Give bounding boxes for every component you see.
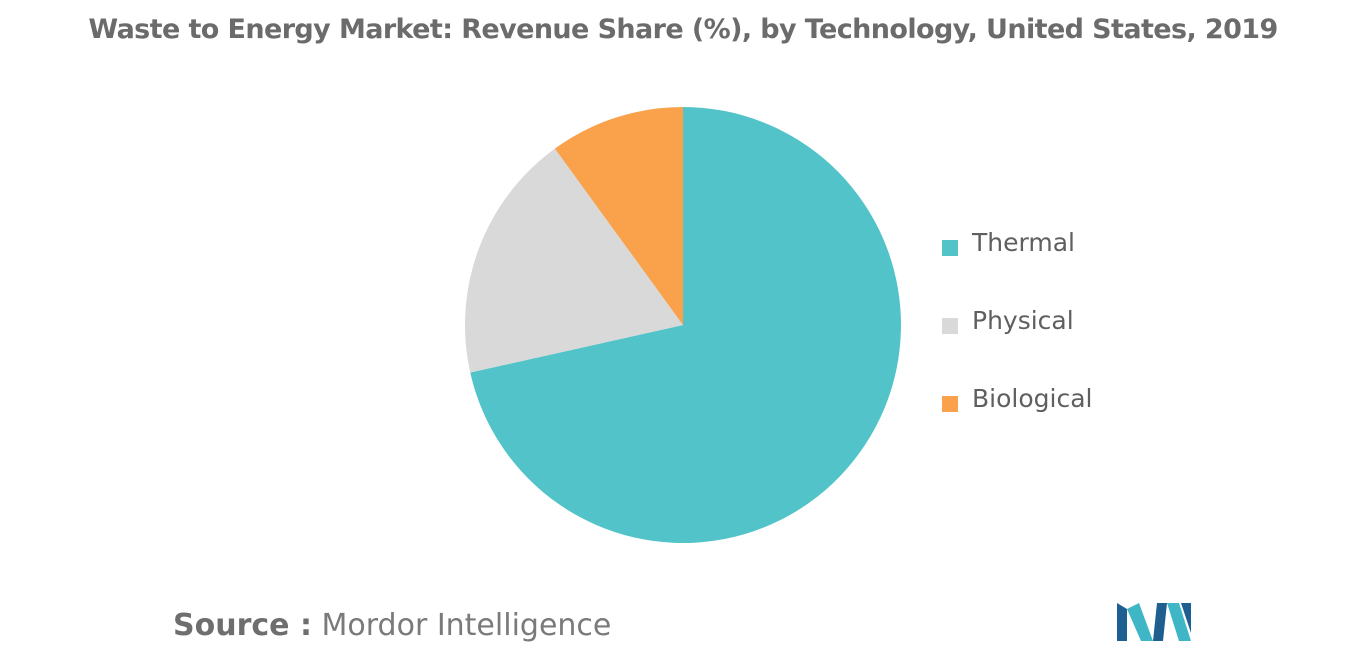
- pie-slice-thermal: [470, 107, 901, 544]
- pie-slice-physical: [464, 148, 683, 373]
- logo-shape-left: [1117, 603, 1127, 641]
- legend-label-biological: Biological: [972, 384, 1093, 413]
- pie-slice-biological: [554, 107, 683, 325]
- legend-swatch-physical: [942, 318, 958, 334]
- source-note: Source : Mordor Intelligence: [173, 608, 611, 643]
- legend-label-thermal: Thermal: [972, 228, 1075, 257]
- source-value: Mordor Intelligence: [321, 608, 612, 643]
- source-label: Source :: [173, 608, 312, 643]
- legend-swatch-biological: [942, 396, 958, 412]
- legend-swatch-thermal: [942, 240, 958, 256]
- logo-shape-middle: [1153, 603, 1167, 641]
- logo-shape-diagonal-a: [1127, 603, 1153, 641]
- logo-shape-diagonal-b: [1167, 603, 1191, 641]
- logo-shape-right: [1181, 603, 1191, 633]
- legend-label-physical: Physical: [972, 306, 1074, 335]
- chart-title: Waste to Energy Market: Revenue Share (%…: [88, 14, 1278, 45]
- mordor-intelligence-logo-icon: [1117, 603, 1191, 641]
